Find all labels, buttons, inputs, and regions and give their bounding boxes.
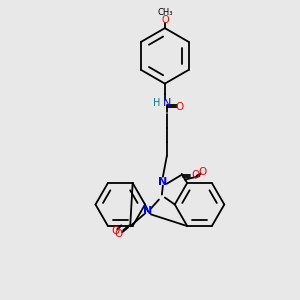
Text: O: O: [176, 102, 184, 112]
Text: O: O: [111, 226, 119, 236]
Text: O: O: [191, 170, 200, 180]
Text: N: N: [163, 98, 171, 108]
Text: O: O: [114, 229, 122, 239]
Text: H: H: [153, 98, 161, 108]
Text: N: N: [158, 177, 167, 187]
Text: O: O: [161, 15, 169, 25]
Text: N: N: [143, 206, 153, 216]
Text: CH₃: CH₃: [157, 8, 172, 17]
Text: O: O: [198, 167, 207, 177]
